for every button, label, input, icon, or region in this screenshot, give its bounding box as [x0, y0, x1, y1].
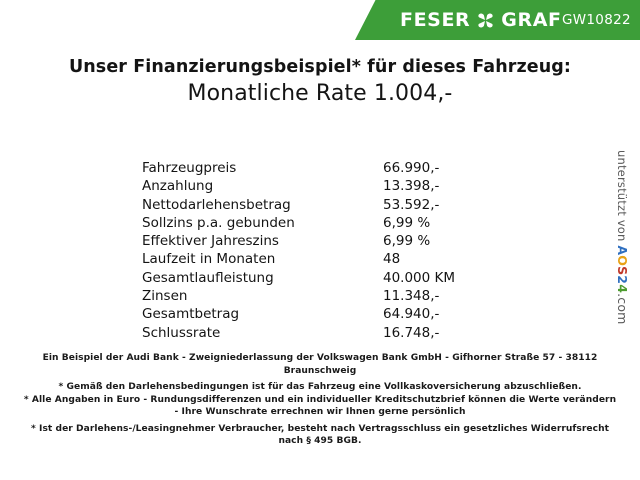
aos-letter-s: S — [615, 266, 630, 276]
row-value: 6,99 % — [383, 233, 431, 250]
title-block: Unser Finanzierungsbeispiel* für dieses … — [0, 57, 640, 108]
row-value: 13.398,- — [383, 178, 440, 195]
brand-logo[interactable]: FESER GRAF — [400, 0, 562, 40]
disclaimer-line-3: * Gemäß den Darlehensbedingungen ist für… — [58, 382, 582, 393]
row-value: 40.000 KM — [383, 269, 456, 286]
aos-domain-suffix: .com — [615, 293, 630, 325]
stock-number: GW10822 — [562, 12, 631, 28]
brand-name-feser: FESER — [400, 8, 471, 31]
row-value: 64.940,- — [383, 306, 440, 323]
row-label: Gesamtlaufleistung — [142, 269, 274, 286]
aos-digit-2: 2 — [615, 275, 630, 285]
aos-digit-4: 4 — [615, 284, 630, 294]
row-value: 66.990,- — [383, 160, 440, 176]
legal-disclaimer: Ein Beispiel der Audi Bank - Zweignieder… — [0, 352, 640, 448]
row-label: Laufzeit in Monaten — [142, 251, 276, 268]
row-label: Effektiver Jahreszins — [142, 233, 279, 250]
page-title: Unser Finanzierungsbeispiel* für dieses … — [68, 57, 572, 77]
supported-by-text: unterstützt von AOS24.com — [615, 150, 630, 325]
row-label: Gesamtbetrag — [142, 306, 240, 323]
table-row: Anzahlung 13.398,- — [142, 178, 472, 196]
row-label: Fahrzeugpreis — [142, 160, 237, 176]
monthly-rate-headline: Monatliche Rate 1.004,- — [187, 80, 453, 106]
table-row: Sollzins p.a. gebunden 6,99 % — [142, 215, 472, 233]
disclaimer-line-1: Ein Beispiel der Audi Bank - Zweignieder… — [42, 353, 598, 363]
row-label: Zinsen — [142, 288, 188, 305]
brand-name-graf: GRAF — [501, 8, 562, 31]
row-value: 16.748,- — [383, 324, 440, 341]
row-value: 53.592,- — [383, 196, 440, 213]
row-value: 11.348,- — [383, 288, 440, 305]
supported-by-credit: unterstützt von AOS24.com — [610, 150, 634, 340]
table-row: Gesamtbetrag 64.940,- — [142, 306, 472, 324]
clover-icon — [477, 12, 494, 29]
disclaimer-line-4: * Alle Angaben in Euro - Rundungsdiffere… — [23, 394, 617, 405]
supported-by-prefix: unterstützt von — [615, 150, 629, 246]
aos-letter-o: O — [615, 255, 630, 267]
aos-letter-a: A — [615, 245, 630, 256]
disclaimer-line-2: Braunschweig — [283, 365, 357, 376]
table-row: Nettodarlehensbetrag 53.592,- — [142, 197, 472, 215]
disclaimer-line-5: - Ihre Wunschrate errechnen wir Ihnen ge… — [174, 407, 466, 418]
page-header: FESER GRAF GW10822 — [0, 0, 640, 40]
row-label: Nettodarlehensbetrag — [142, 196, 291, 213]
row-value: 48 — [383, 251, 401, 268]
table-row: Fahrzeugpreis 66.990,- — [142, 160, 472, 178]
table-row: Effektiver Jahreszins 6,99 % — [142, 233, 472, 251]
table-row: Schlussrate 16.748,- — [142, 325, 472, 343]
row-label: Sollzins p.a. gebunden — [142, 214, 295, 231]
aos24-logo[interactable]: AOS24.com — [615, 245, 630, 324]
row-label: Schlussrate — [142, 324, 221, 341]
finance-details-table: Fahrzeugpreis 66.990,- Anzahlung 13.398,… — [142, 160, 472, 343]
row-value: 6,99 % — [383, 214, 431, 231]
header-green-band — [355, 0, 640, 40]
row-label: Anzahlung — [142, 178, 214, 195]
table-row: Laufzeit in Monaten 48 — [142, 251, 472, 269]
table-row: Gesamtlaufleistung 40.000 KM — [142, 270, 472, 288]
table-row: Zinsen 11.348,- — [142, 288, 472, 306]
disclaimer-line-7: nach § 495 BGB. — [278, 436, 362, 447]
disclaimer-line-6: * Ist der Darlehens-/Leasingnehmer Verbr… — [31, 423, 609, 434]
